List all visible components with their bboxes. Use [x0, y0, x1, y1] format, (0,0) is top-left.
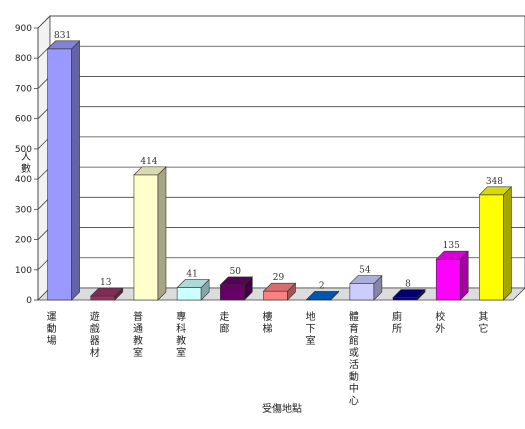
y-tick-label: 400: [15, 175, 32, 185]
bar-side: [71, 40, 80, 301]
gridline: [37, 15, 525, 29]
bar-top: [262, 282, 297, 292]
bar-top: [349, 275, 383, 284]
bar-front: [349, 283, 375, 301]
bar-top: [305, 291, 340, 300]
bar-6: [262, 282, 297, 301]
bar-front: [479, 194, 504, 301]
x-tick-label: 普通教室: [133, 310, 143, 359]
data-label: 348: [486, 177, 503, 187]
bar-front: [220, 284, 245, 301]
bar-top: [478, 186, 513, 196]
x-tick-label: 地下室: [306, 310, 316, 347]
x-tick-label: 校外: [435, 310, 445, 335]
bar-2: [90, 287, 124, 301]
bar-front: [392, 297, 418, 301]
x-axis-title: 受傷地點: [262, 402, 302, 415]
x-tick-label: 廁所: [392, 310, 402, 335]
bar-10: [435, 250, 469, 301]
data-labels: 831 13 414 41 50 29 2 54 8 135 348: [54, 31, 503, 292]
bar-front: [90, 295, 116, 301]
y-tick-label: 100: [15, 266, 32, 276]
bar-3: [133, 166, 167, 301]
bar-front: [435, 258, 461, 301]
bar-top: [435, 250, 469, 260]
y-tick-label: 900: [15, 24, 32, 34]
x-tick-label: 遊戲器材: [90, 310, 100, 359]
bar-top: [176, 279, 210, 288]
y-tick-label: 600: [15, 115, 32, 125]
bar-side: [157, 166, 167, 301]
y-axis-title: 人數: [21, 151, 31, 175]
bar-top: [219, 276, 254, 286]
category-labels: 運動場 遊戲器材 普通教室 專科教室 走廊 樓梯 地下室 體育館或活動中心 廁所 校外 其它: [47, 310, 489, 407]
data-label: 2: [319, 281, 325, 291]
data-label: 41: [186, 270, 197, 280]
bars: [46, 40, 513, 301]
bar-front: [47, 48, 72, 301]
bar-5: [219, 276, 254, 301]
y-axis-ticks: 0 100 200 300 400 500 600 700 800 900: [15, 24, 39, 306]
x-tick-label: 走廊: [219, 311, 229, 335]
y-tick-label: 0: [26, 296, 32, 306]
bar-4: [176, 278, 210, 301]
y-tick-label: 800: [15, 54, 32, 64]
bar-top: [90, 287, 124, 297]
bar-front: [263, 290, 288, 301]
y-tick-label: 500: [15, 145, 32, 155]
bar-9: [392, 288, 426, 301]
bar-top: [46, 40, 81, 50]
bar-11: [478, 186, 513, 301]
data-label: 414: [140, 157, 157, 167]
y-tick-label: 300: [15, 205, 32, 215]
bar-8: [349, 274, 383, 301]
bar-front: [176, 287, 202, 301]
bar-side: [459, 250, 469, 301]
bar-front: [133, 174, 159, 301]
bar-top: [133, 166, 167, 176]
data-label: 8: [405, 280, 411, 290]
data-label: 13: [100, 278, 112, 288]
y-tick-label: 200: [15, 236, 32, 246]
data-label: 29: [273, 273, 285, 283]
x-tick-label: 其它: [478, 311, 488, 335]
bar-top: [392, 289, 426, 298]
data-label: 54: [359, 266, 371, 276]
x-tick-label: 專科教室: [176, 310, 186, 359]
x-tick-label: 樓梯: [263, 310, 273, 335]
x-tick-label: 運動場: [47, 311, 57, 347]
bar-7: [305, 290, 340, 301]
bar-side: [503, 186, 512, 301]
data-label: 135: [443, 241, 460, 251]
x-tick-label: 體育館或活動中心: [349, 311, 359, 407]
bar-1: [46, 40, 81, 301]
data-label: 831: [54, 31, 71, 41]
y-tick-label: 700: [15, 84, 32, 94]
data-label: 50: [230, 267, 242, 277]
